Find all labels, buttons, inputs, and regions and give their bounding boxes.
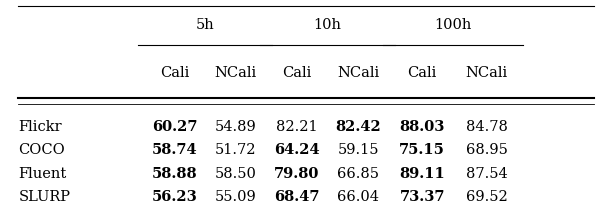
Text: NCali: NCali xyxy=(465,66,508,80)
Text: 58.88: 58.88 xyxy=(152,167,197,181)
Text: 59.15: 59.15 xyxy=(337,143,379,158)
Text: 5h: 5h xyxy=(196,18,214,32)
Text: COCO: COCO xyxy=(18,143,65,158)
Text: 58.74: 58.74 xyxy=(152,143,197,158)
Text: 73.37: 73.37 xyxy=(400,190,445,202)
Text: 68.95: 68.95 xyxy=(466,143,507,158)
Text: NCali: NCali xyxy=(337,66,379,80)
Text: 100h: 100h xyxy=(434,18,472,32)
Text: Cali: Cali xyxy=(408,66,437,80)
Text: 69.52: 69.52 xyxy=(466,190,507,202)
Text: 55.09: 55.09 xyxy=(215,190,256,202)
Text: Flickr: Flickr xyxy=(18,120,62,134)
Text: 87.54: 87.54 xyxy=(466,167,507,181)
Text: 82.42: 82.42 xyxy=(335,120,381,134)
Text: Cali: Cali xyxy=(282,66,312,80)
Text: 84.78: 84.78 xyxy=(466,120,507,134)
Text: 54.89: 54.89 xyxy=(215,120,256,134)
Text: 79.80: 79.80 xyxy=(274,167,319,181)
Text: 10h: 10h xyxy=(313,18,341,32)
Text: 66.85: 66.85 xyxy=(337,167,379,181)
Text: 64.24: 64.24 xyxy=(274,143,319,158)
Text: 68.47: 68.47 xyxy=(274,190,319,202)
Text: 66.04: 66.04 xyxy=(337,190,379,202)
Text: 60.27: 60.27 xyxy=(152,120,197,134)
Text: 89.11: 89.11 xyxy=(400,167,445,181)
Text: 51.72: 51.72 xyxy=(215,143,256,158)
Text: SLURP: SLURP xyxy=(18,190,70,202)
Text: 58.50: 58.50 xyxy=(215,167,256,181)
Text: NCali: NCali xyxy=(214,66,257,80)
Text: Fluent: Fluent xyxy=(18,167,67,181)
Text: 75.15: 75.15 xyxy=(400,143,445,158)
Text: 82.21: 82.21 xyxy=(276,120,318,134)
Text: 56.23: 56.23 xyxy=(152,190,197,202)
Text: 88.03: 88.03 xyxy=(400,120,445,134)
Text: Cali: Cali xyxy=(160,66,189,80)
